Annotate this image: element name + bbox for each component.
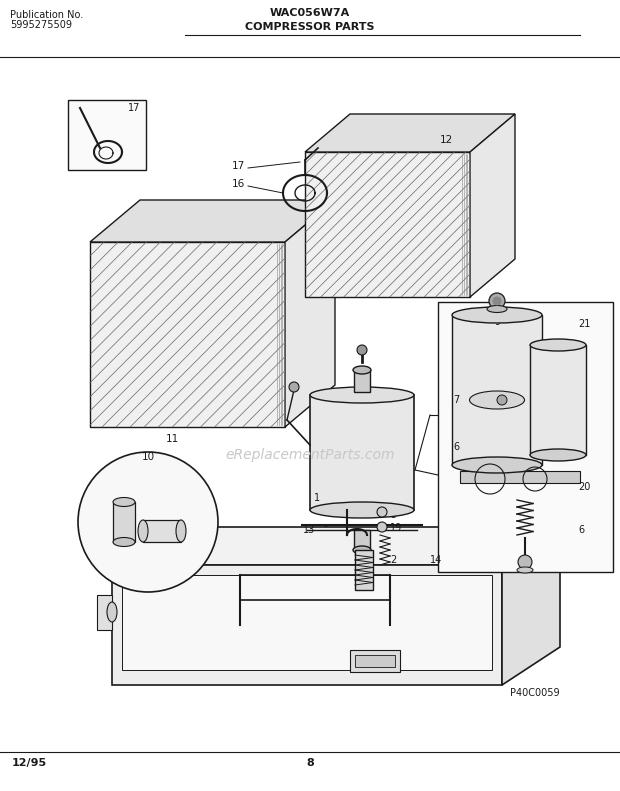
Text: WAC056W7A: WAC056W7A [270, 8, 350, 18]
Text: 12/95: 12/95 [12, 758, 47, 768]
Circle shape [377, 522, 387, 532]
Ellipse shape [530, 339, 586, 351]
Ellipse shape [353, 366, 371, 374]
Bar [143, 520, 181, 542]
Ellipse shape [310, 387, 414, 403]
Ellipse shape [487, 305, 507, 312]
Circle shape [497, 395, 507, 405]
Polygon shape [90, 242, 285, 427]
Text: 7: 7 [453, 395, 459, 405]
Polygon shape [305, 152, 470, 297]
Bar [350, 650, 400, 672]
Polygon shape [285, 200, 335, 427]
Circle shape [357, 345, 367, 355]
Ellipse shape [138, 520, 148, 542]
Ellipse shape [452, 307, 542, 323]
Circle shape [78, 452, 218, 592]
Bar [452, 315, 542, 465]
Ellipse shape [452, 457, 542, 473]
Ellipse shape [113, 538, 135, 547]
Circle shape [377, 507, 387, 517]
Bar [460, 471, 580, 483]
Bar [530, 345, 586, 455]
Circle shape [489, 293, 505, 309]
Text: 6: 6 [453, 442, 459, 452]
Text: 20: 20 [578, 482, 590, 492]
Ellipse shape [353, 546, 371, 554]
Bar [354, 370, 370, 392]
Text: eReplacementParts.com: eReplacementParts.com [225, 448, 395, 462]
Circle shape [493, 297, 501, 305]
Text: Publication No.: Publication No. [10, 10, 83, 20]
Polygon shape [470, 114, 515, 297]
Text: COMPRESSOR PARTS: COMPRESSOR PARTS [246, 22, 374, 32]
Text: 5995275509: 5995275509 [10, 20, 72, 30]
Ellipse shape [113, 498, 135, 506]
Text: 21: 21 [578, 319, 590, 329]
Ellipse shape [469, 391, 525, 409]
Text: 1: 1 [314, 493, 320, 503]
Bar [355, 550, 373, 590]
Ellipse shape [176, 520, 186, 542]
Text: 16: 16 [232, 179, 245, 189]
Text: 11: 11 [166, 434, 179, 444]
Ellipse shape [107, 602, 117, 622]
Circle shape [518, 555, 532, 569]
Bar [68, 100, 146, 170]
Bar [310, 395, 414, 510]
Ellipse shape [310, 502, 414, 518]
Text: 2: 2 [390, 555, 396, 565]
Text: 9: 9 [494, 317, 500, 327]
Bar [354, 530, 370, 550]
Circle shape [289, 382, 299, 392]
Text: 17: 17 [128, 103, 140, 113]
Ellipse shape [530, 449, 586, 461]
Bar [355, 655, 395, 667]
Polygon shape [112, 565, 502, 685]
Bar [122, 575, 492, 670]
Bar [97, 595, 112, 630]
Text: 3: 3 [390, 510, 396, 520]
Ellipse shape [517, 567, 533, 573]
Polygon shape [112, 527, 560, 565]
Text: 6: 6 [578, 525, 584, 535]
Text: P40C0059: P40C0059 [510, 688, 560, 698]
Text: 19: 19 [390, 523, 402, 533]
Text: 12: 12 [440, 135, 453, 145]
Text: 10: 10 [141, 452, 154, 462]
Text: 8: 8 [306, 758, 314, 768]
Polygon shape [90, 200, 335, 242]
Polygon shape [502, 527, 560, 685]
Bar [438, 302, 613, 572]
Polygon shape [305, 114, 515, 152]
Bar [113, 502, 135, 542]
Text: 14: 14 [430, 555, 442, 565]
Text: 17: 17 [232, 161, 245, 171]
Text: 13: 13 [303, 525, 315, 535]
